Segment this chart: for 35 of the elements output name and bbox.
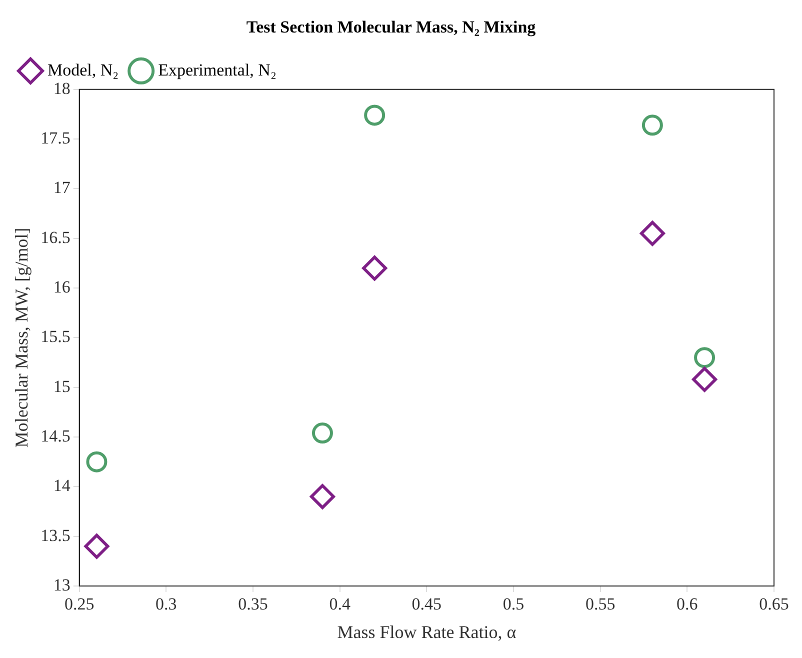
point <box>362 256 388 281</box>
point <box>310 484 335 510</box>
chart-title: Test Section Molecular Mass, N₂ Mixing <box>246 18 536 37</box>
y-tick-label: 17.5 <box>40 128 70 148</box>
legend-label: Experimental, N₂ <box>158 60 276 80</box>
point <box>312 422 333 444</box>
x-tick-label: 0.55 <box>585 594 616 614</box>
y-tick-label: 14 <box>53 476 71 496</box>
x-tick-label: 0.35 <box>238 594 268 614</box>
x-tick-label: 0.5 <box>502 594 524 614</box>
point <box>86 451 108 472</box>
x-tick-label: 0.6 <box>676 594 698 614</box>
point <box>364 104 386 126</box>
y-tick-label: 17 <box>53 178 71 198</box>
x-tick-label: 0.4 <box>329 594 351 614</box>
y-tick-label: 15.5 <box>40 327 70 346</box>
y-tick-label: 13.5 <box>40 526 70 545</box>
y-tick-label: 13 <box>53 575 70 594</box>
x-tick-label: 0.25 <box>64 594 94 614</box>
y-tick-label: 15 <box>53 376 70 396</box>
x-axis-title: Mass Flow Rate Ratio, α <box>337 622 517 642</box>
y-tick-label: 14.5 <box>40 426 70 446</box>
point <box>640 220 665 246</box>
y-tick-label: 16 <box>53 278 70 297</box>
x-tick-label: 0.65 <box>759 594 789 614</box>
point <box>84 534 110 559</box>
point <box>642 114 663 136</box>
x-tick-label: 0.3 <box>156 594 177 614</box>
point <box>694 347 716 368</box>
y-tick-label: 18 <box>53 78 70 98</box>
y-tick-label: 16.5 <box>40 228 70 247</box>
x-tick-label: 0.45 <box>412 594 442 614</box>
legend-label: Model, N₂ <box>48 60 119 80</box>
y-axis-title: Molecular Mass, MW, [g/mol] <box>12 228 32 448</box>
point <box>692 366 718 392</box>
